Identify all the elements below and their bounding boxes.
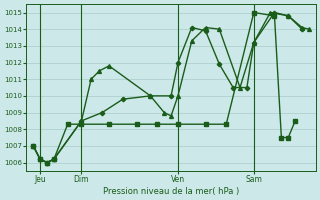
- X-axis label: Pression niveau de la mer( hPa ): Pression niveau de la mer( hPa ): [103, 187, 239, 196]
